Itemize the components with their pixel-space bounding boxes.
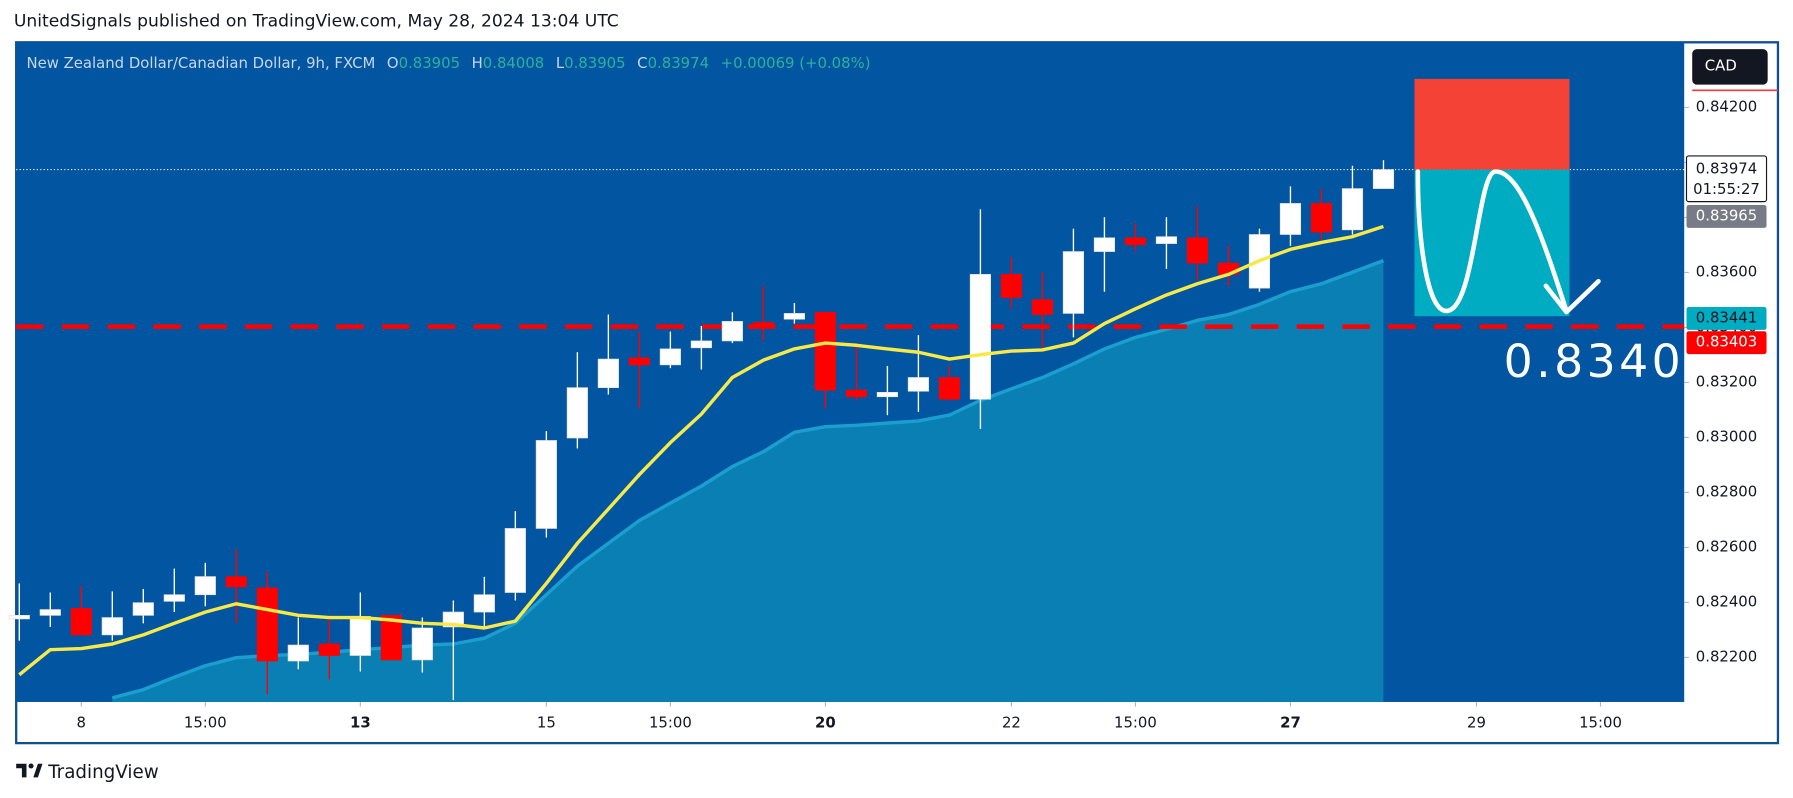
candle-body (380, 615, 402, 661)
y-tick-label: 0.84200 (1696, 97, 1757, 115)
area (112, 260, 1384, 702)
x-tick-label: 15 (537, 714, 556, 732)
legend-low: 0.83905 (564, 54, 625, 72)
x-tick-label: 22 (1002, 714, 1021, 732)
x-tick-label: 15:00 (1114, 714, 1157, 732)
candle-body (535, 440, 557, 529)
target-zone (1414, 169, 1570, 317)
candle-body (132, 602, 154, 616)
legend-letter: O (387, 54, 399, 72)
y-tick-label: 0.82400 (1696, 592, 1757, 610)
target-label-bg (1686, 307, 1767, 330)
bid-label: 0.83965 (1696, 206, 1757, 224)
candle-body (690, 340, 712, 349)
candle-body (256, 587, 278, 662)
candle-body (1031, 299, 1053, 315)
legend-close: 0.83974 (648, 54, 709, 72)
tradingview-logo (16, 763, 43, 778)
stop-zone (1414, 78, 1570, 170)
x-tick-label: 20 (815, 714, 836, 732)
candle-body (597, 358, 619, 389)
logo-shape (28, 763, 34, 769)
countdown-label: 01:55:27 (1693, 180, 1760, 198)
publish-header: UnitedSignals published on TradingView.c… (14, 12, 619, 32)
candle-body (163, 594, 185, 602)
candle-body (411, 627, 433, 661)
candle-body (969, 274, 991, 400)
candle-body (101, 617, 123, 636)
candle-body (752, 322, 774, 328)
legend-letter: H (472, 54, 483, 72)
x-tick-label: 29 (1467, 714, 1486, 732)
x-tick-label: 27 (1280, 714, 1301, 732)
candle-body (721, 321, 743, 342)
x-tick-label: 13 (350, 714, 371, 732)
candle-body (1093, 237, 1116, 252)
currency-label[interactable]: CAD (1705, 56, 1737, 74)
candle-body (318, 643, 340, 656)
candle-body (70, 608, 92, 636)
legend-letter: C (637, 54, 647, 72)
candle-body (845, 389, 867, 398)
footer-brand: TradingView (47, 762, 159, 783)
currency-button[interactable] (1692, 49, 1768, 85)
annotation: 0.8340 (1504, 335, 1685, 388)
y-tick-label: 0.82200 (1696, 647, 1757, 665)
candle-body (783, 313, 805, 320)
candle-body (628, 357, 650, 366)
candle-body (473, 594, 495, 613)
candle-body (1000, 274, 1022, 298)
x-tick-label: 15:00 (1579, 714, 1622, 732)
last-price-bg (1685, 155, 1768, 203)
candle-body (1186, 237, 1209, 264)
y-tick-label: 0.82600 (1696, 537, 1757, 555)
candle-body (907, 377, 929, 392)
y-tick-label: 0.83000 (1696, 427, 1757, 445)
line (18, 224, 1384, 677)
candle-body (938, 377, 960, 400)
target-label: 0.83441 (1696, 308, 1757, 326)
candle-body (39, 609, 61, 616)
drawn-arrow (1415, 169, 1601, 315)
legend-symbol: New Zealand Dollar/Canadian Dollar, 9h, … (26, 54, 375, 72)
x-tick-label: 15:00 (184, 714, 227, 732)
x-tick-label: 15:00 (649, 714, 692, 732)
y-tick-label: 0.82800 (1696, 482, 1757, 500)
candle-body (1341, 188, 1364, 231)
candle-body (287, 644, 309, 662)
legend-letter: L (556, 54, 565, 72)
legend-high: 0.84008 (483, 54, 544, 72)
candle-body (1062, 251, 1085, 314)
candle-body (8, 615, 30, 620)
legend-change: +0.00069 (+0.08%) (721, 54, 871, 72)
y-tick-label: 0.83600 (1696, 262, 1757, 280)
legend-open: 0.83905 (399, 54, 460, 72)
logo-shape (16, 763, 27, 778)
level-label: 0.83403 (1696, 333, 1757, 351)
candle-body (566, 387, 588, 439)
candle-body (194, 576, 216, 596)
candle-body (349, 616, 371, 656)
y-tick-label: 0.83200 (1696, 372, 1757, 390)
candle-body (1124, 237, 1147, 246)
candle-body (1372, 169, 1395, 189)
level-label-bg (1686, 331, 1767, 355)
candle-body (876, 392, 898, 398)
candle-body (504, 528, 526, 593)
legend: New Zealand Dollar/Canadian Dollar, 9h, … (26, 54, 870, 72)
logo-shape (33, 763, 43, 778)
last-price-label: 0.83974 (1696, 160, 1757, 178)
candle-body (1279, 203, 1302, 235)
candle-body (1310, 203, 1333, 233)
candle-body (659, 348, 681, 366)
candle-body (814, 311, 836, 391)
candle-body (1155, 236, 1178, 244)
candle-body (225, 576, 247, 588)
x-tick-label: 8 (77, 714, 86, 732)
bid-label-bg (1686, 205, 1767, 228)
